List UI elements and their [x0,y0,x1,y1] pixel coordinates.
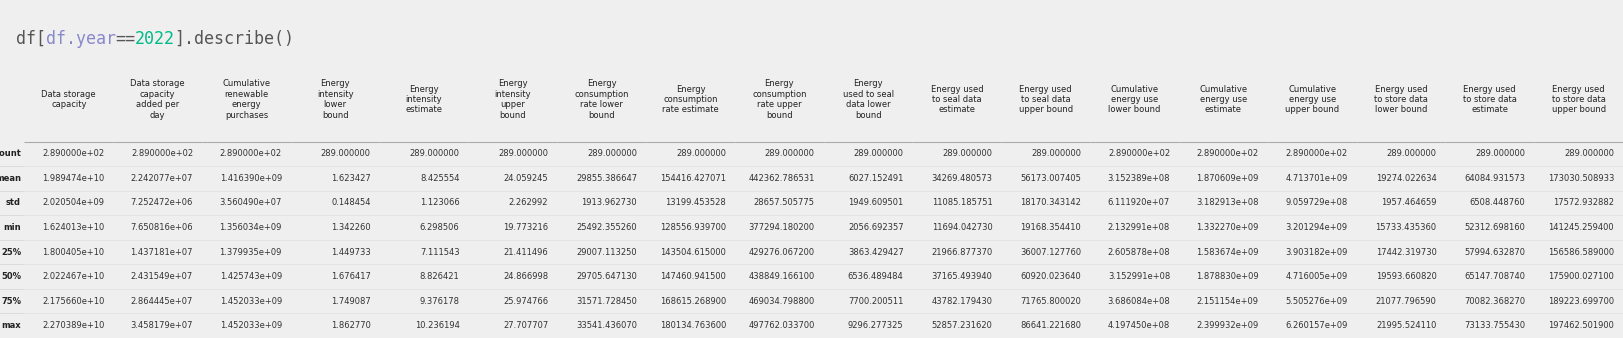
Text: ==: == [115,30,135,48]
Text: 2022: 2022 [135,30,175,48]
Text: df[: df[ [16,30,45,48]
Text: ].describe(): ].describe() [175,30,294,48]
Text: df.year: df.year [45,30,115,48]
